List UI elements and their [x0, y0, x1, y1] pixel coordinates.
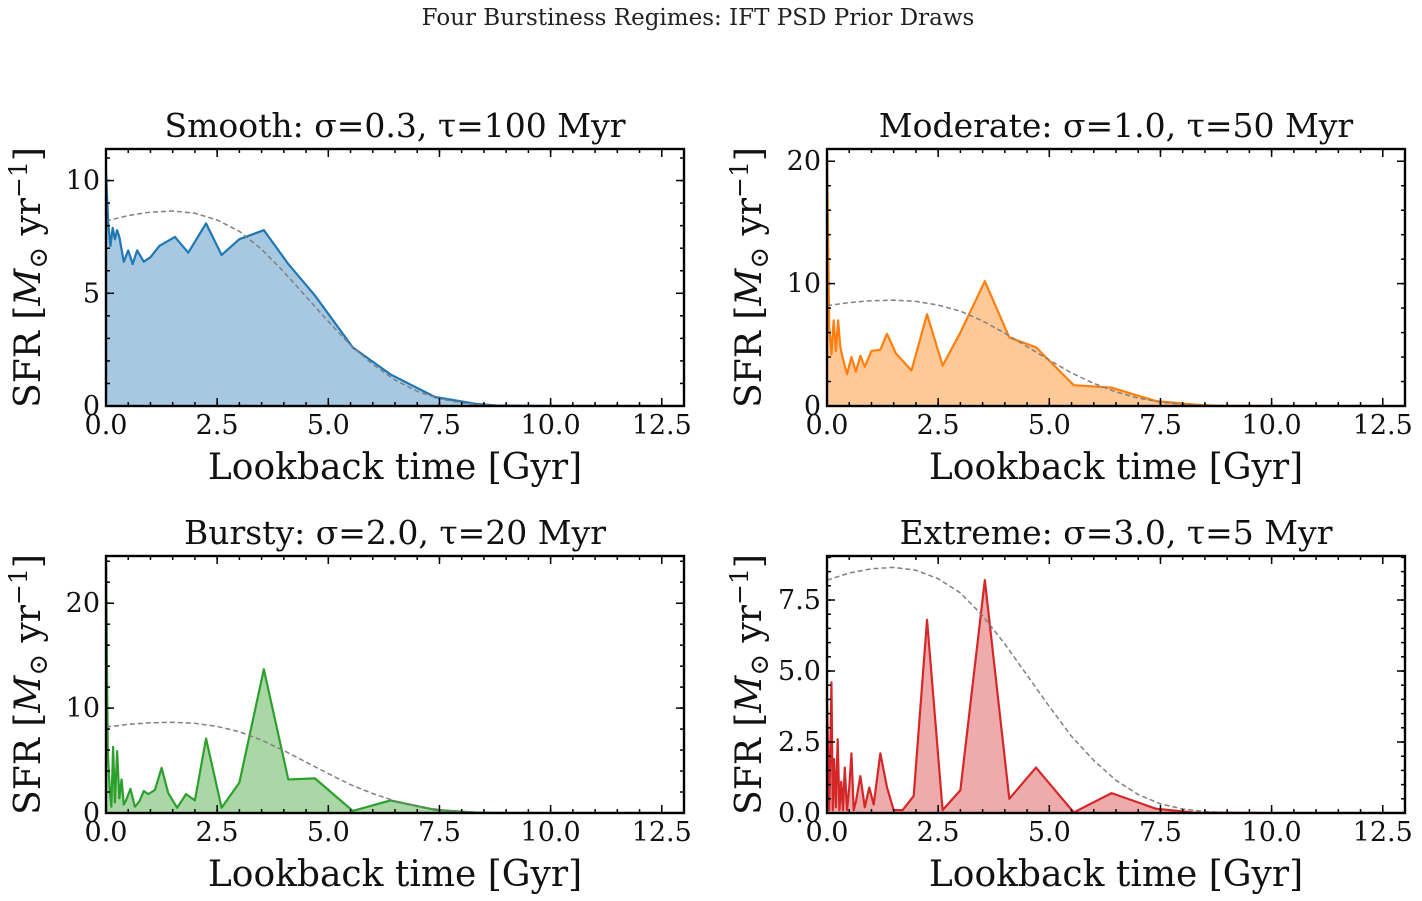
- y-tick-label: 20: [787, 146, 821, 177]
- x-tick-label: 5.0: [1028, 817, 1071, 848]
- y-tick-label: 10: [787, 269, 821, 300]
- y-axis-label-part: ⊙: [745, 654, 775, 676]
- y-axis-label-part: M: [729, 268, 770, 307]
- sfr-line: [827, 155, 1405, 406]
- y-axis-label: SFR [M⊙ yr−1]: [725, 554, 775, 815]
- x-tick-label: 5.0: [307, 817, 350, 848]
- panel-1: 0.0 2.5 5.0 7.5 10.0 12.5 0 5 10 Smooth: σ=0.3, τ…: [4, 106, 692, 488]
- y-tick-label: 5: [83, 278, 100, 309]
- y-axis-label-part: M: [8, 675, 49, 714]
- y-axis-label-part: yr: [729, 604, 770, 654]
- panel-title: Extreme: σ=3.0, τ=5 Myr: [900, 513, 1333, 552]
- y-axis-label-part: −1: [4, 568, 33, 605]
- x-axis-label: Lookback time [Gyr]: [208, 854, 582, 895]
- panel-title: Smooth: σ=0.3, τ=100 Myr: [165, 106, 626, 145]
- y-axis-label-part: yr: [8, 197, 49, 247]
- y-axis-label-part: SFR [: [8, 713, 49, 815]
- y-tick-label: 2.5: [778, 727, 821, 758]
- x-axis-label: Lookback time [Gyr]: [929, 854, 1303, 895]
- x-tick-label: 7.5: [1139, 410, 1182, 441]
- x-tick-label: 0.0: [85, 410, 128, 441]
- sfr-line: [106, 561, 684, 813]
- x-tick-label: 10.0: [1242, 817, 1302, 848]
- x-tick-label: 7.5: [1139, 817, 1182, 848]
- y-axis-label-part: M: [729, 675, 770, 714]
- y-axis-label-part: ]: [8, 554, 49, 568]
- x-tick-label: 7.5: [418, 410, 461, 441]
- y-axis-label: SFR [M⊙ yr−1]: [4, 554, 54, 815]
- tick-marks: [105, 149, 685, 407]
- x-tick-label: 7.5: [418, 817, 461, 848]
- x-tick-label: 10.0: [1242, 410, 1302, 441]
- tick-marks: [105, 556, 685, 814]
- y-tick-label: 5.0: [778, 656, 821, 687]
- y-axis-label-part: SFR [: [729, 306, 770, 408]
- x-tick-label: 10.0: [521, 817, 581, 848]
- panel-4: 0.0 2.5 5.0 7.5 10.0 12.5 0.0 2.5 5.0 7.5 Extreme:…: [725, 513, 1413, 895]
- y-axis-label-part: −1: [725, 161, 754, 198]
- sfr-area: [106, 561, 684, 813]
- x-tick-label: 0.0: [85, 817, 128, 848]
- panel-3: 0.0 2.5 5.0 7.5 10.0 12.5 0 10 20 Bursty: σ=2.0, …: [4, 513, 692, 895]
- axes-frame: [825, 554, 1407, 815]
- tick-marks: [826, 149, 1406, 407]
- y-axis-label-part: ]: [729, 554, 770, 568]
- y-tick-label: 0.0: [778, 798, 821, 829]
- sfr-area: [827, 580, 1405, 813]
- y-tick-label: 0: [83, 798, 100, 829]
- tick-marks: [826, 556, 1406, 814]
- sfr-area: [106, 171, 684, 406]
- y-axis-label: SFR [M⊙ yr−1]: [725, 147, 775, 408]
- x-tick-label: 0.0: [806, 817, 849, 848]
- x-tick-label: 2.5: [196, 817, 239, 848]
- y-axis-label: SFR [M⊙ yr−1]: [4, 147, 54, 408]
- x-axis-label: Lookback time [Gyr]: [208, 447, 582, 488]
- y-axis-label-part: SFR [: [729, 713, 770, 815]
- y-tick-label: 10: [66, 693, 100, 724]
- y-axis-label-part: yr: [729, 197, 770, 247]
- y-axis-label-part: −1: [725, 568, 754, 605]
- x-tick-label: 0.0: [806, 410, 849, 441]
- y-axis-label-part: ]: [729, 147, 770, 161]
- reference-curve: [106, 210, 551, 406]
- x-tick-label: 2.5: [917, 410, 960, 441]
- y-axis-label-part: −1: [4, 161, 33, 198]
- x-tick-label: 12.5: [1353, 817, 1413, 848]
- reference-curve: [827, 566, 1272, 813]
- x-tick-label: 2.5: [917, 817, 960, 848]
- y-tick-label: 7.5: [778, 585, 821, 616]
- axes-frame: [104, 554, 686, 815]
- figure-suptitle: Four Burstiness Regimes: IFT PSD Prior D…: [422, 5, 975, 31]
- y-axis-label-part: ⊙: [24, 654, 54, 676]
- x-tick-label: 12.5: [632, 817, 692, 848]
- panel-title: Moderate: σ=1.0, τ=50 Myr: [879, 106, 1354, 145]
- y-axis-label-part: ]: [8, 147, 49, 161]
- sfr-line: [827, 579, 1405, 813]
- x-tick-label: 10.0: [521, 410, 581, 441]
- panel-2: 0.0 2.5 5.0 7.5 10.0 12.5 0 10 20 Moderate: σ=1.0…: [725, 106, 1413, 488]
- y-axis-label-part: SFR [: [8, 306, 49, 408]
- y-tick-label: 20: [66, 588, 100, 619]
- x-axis-label: Lookback time [Gyr]: [929, 447, 1303, 488]
- sfr-area: [827, 155, 1405, 406]
- x-tick-label: 12.5: [1353, 410, 1413, 441]
- y-tick-label: 0: [83, 391, 100, 422]
- x-tick-label: 5.0: [307, 410, 350, 441]
- y-axis-label-part: ⊙: [745, 247, 775, 269]
- x-tick-label: 2.5: [196, 410, 239, 441]
- y-axis-label-part: yr: [8, 604, 49, 654]
- x-tick-label: 12.5: [632, 410, 692, 441]
- y-tick-label: 10: [66, 166, 100, 197]
- y-axis-label-part: M: [8, 268, 49, 307]
- sfr-line: [106, 171, 684, 406]
- panel-title: Bursty: σ=2.0, τ=20 Myr: [184, 513, 606, 552]
- x-tick-label: 5.0: [1028, 410, 1071, 441]
- y-axis-label-part: ⊙: [24, 247, 54, 269]
- y-tick-label: 0: [804, 391, 821, 422]
